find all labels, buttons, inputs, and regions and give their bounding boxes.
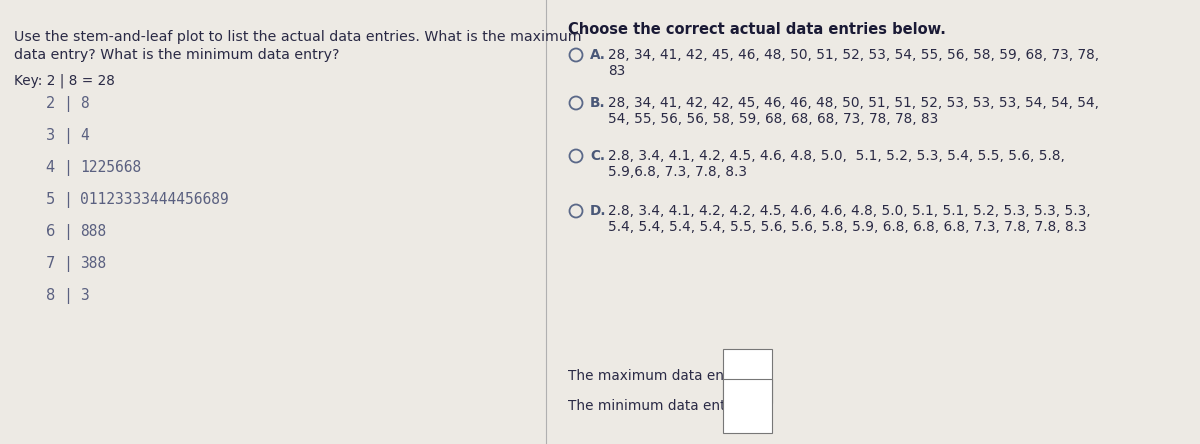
Text: 8: 8: [80, 96, 89, 111]
Text: |: |: [66, 192, 71, 208]
Text: Choose the correct actual data entries below.: Choose the correct actual data entries b…: [568, 22, 946, 37]
Text: 4: 4: [46, 160, 55, 175]
Text: |: |: [66, 288, 71, 304]
Text: Use the stem-and-leaf plot to list the actual data entries. What is the maximum: Use the stem-and-leaf plot to list the a…: [14, 30, 582, 44]
Text: |: |: [66, 160, 71, 176]
Text: 5: 5: [46, 193, 55, 207]
Text: data entry? What is the minimum data entry?: data entry? What is the minimum data ent…: [14, 48, 340, 62]
Text: |: |: [66, 128, 71, 144]
Text: B.: B.: [590, 96, 606, 110]
Text: 5.9,6.8, 7.3, 7.8, 8.3: 5.9,6.8, 7.3, 7.8, 8.3: [608, 165, 746, 179]
Text: D.: D.: [590, 204, 606, 218]
Text: 7: 7: [46, 257, 55, 271]
Text: 54, 55, 56, 56, 58, 59, 68, 68, 68, 73, 78, 78, 83: 54, 55, 56, 56, 58, 59, 68, 68, 68, 73, …: [608, 112, 938, 126]
Text: 1225668: 1225668: [80, 160, 142, 175]
Text: 3: 3: [46, 128, 55, 143]
Text: 8: 8: [46, 289, 55, 304]
Text: 28, 34, 41, 42, 45, 46, 48, 50, 51, 52, 53, 54, 55, 56, 58, 59, 68, 73, 78,: 28, 34, 41, 42, 45, 46, 48, 50, 51, 52, …: [608, 48, 1099, 62]
Text: 83: 83: [608, 64, 625, 78]
Text: C.: C.: [590, 149, 605, 163]
Text: 2: 2: [46, 96, 55, 111]
Text: The minimum data entry is: The minimum data entry is: [568, 399, 755, 413]
Text: A.: A.: [590, 48, 606, 62]
Text: 2.8, 3.4, 4.1, 4.2, 4.5, 4.6, 4.8, 5.0,  5.1, 5.2, 5.3, 5.4, 5.5, 5.6, 5.8,: 2.8, 3.4, 4.1, 4.2, 4.5, 4.6, 4.8, 5.0, …: [608, 149, 1064, 163]
Text: The maximum data entry is: The maximum data entry is: [568, 369, 758, 383]
Text: |: |: [66, 256, 71, 272]
Text: 388: 388: [80, 257, 107, 271]
Text: |: |: [66, 96, 71, 112]
Text: 28, 34, 41, 42, 42, 45, 46, 46, 48, 50, 51, 51, 52, 53, 53, 53, 54, 54, 54,: 28, 34, 41, 42, 42, 45, 46, 46, 48, 50, …: [608, 96, 1099, 110]
Text: Key: 2 | 8 = 28: Key: 2 | 8 = 28: [14, 74, 115, 88]
Text: 4: 4: [80, 128, 89, 143]
Text: 3: 3: [80, 289, 89, 304]
Text: 5.4, 5.4, 5.4, 5.4, 5.5, 5.6, 5.6, 5.8, 5.9, 6.8, 6.8, 6.8, 7.3, 7.8, 7.8, 8.3: 5.4, 5.4, 5.4, 5.4, 5.5, 5.6, 5.6, 5.8, …: [608, 220, 1087, 234]
Text: 01123333444456689: 01123333444456689: [80, 193, 229, 207]
Text: 6: 6: [46, 225, 55, 239]
Text: 888: 888: [80, 225, 107, 239]
Text: 2.8, 3.4, 4.1, 4.2, 4.2, 4.5, 4.6, 4.6, 4.8, 5.0, 5.1, 5.1, 5.2, 5.3, 5.3, 5.3,: 2.8, 3.4, 4.1, 4.2, 4.2, 4.5, 4.6, 4.6, …: [608, 204, 1091, 218]
Text: |: |: [66, 224, 71, 240]
